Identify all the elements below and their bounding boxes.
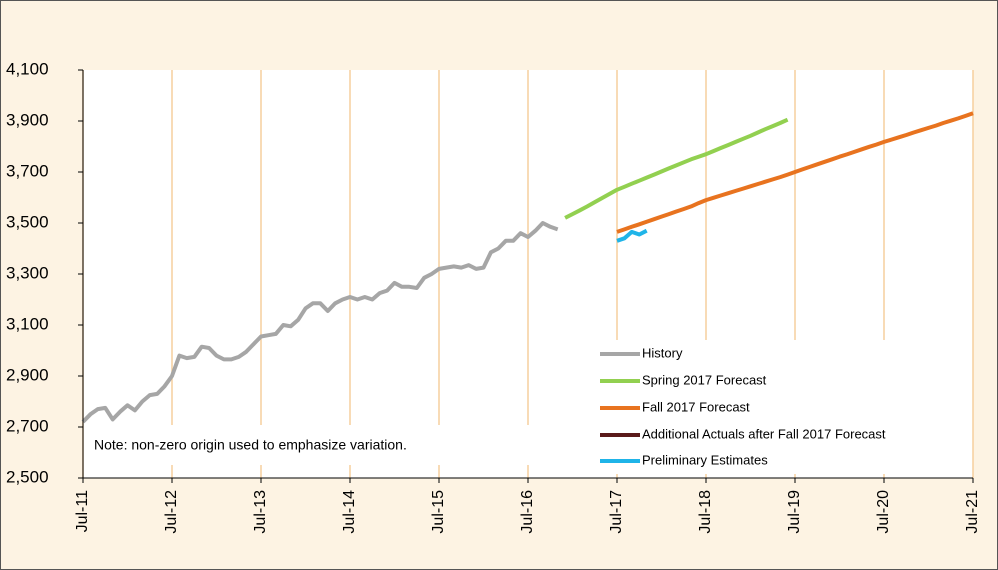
series-line: [564, 117, 789, 220]
series-line: [616, 228, 648, 243]
x-tick-label: Jul-18: [697, 490, 714, 534]
legend-label: Fall 2017 Forecast: [642, 399, 750, 414]
x-tick-label: Jul-20: [875, 490, 892, 534]
note-box: [88, 425, 545, 465]
x-tick-label: Jul-16: [519, 490, 536, 534]
note: Note: non-zero origin used to emphasize …: [94, 437, 407, 453]
y-tick-label: 3,700: [6, 161, 49, 180]
x-tick-label: Jul-15: [430, 490, 447, 534]
x-tick-label: Jul-21: [964, 490, 981, 534]
series-line: [81, 221, 559, 424]
legend-label: Preliminary Estimates: [642, 452, 768, 467]
x-tick-label: Jul-17: [608, 490, 625, 534]
series-line: [616, 111, 974, 234]
x-tick-label: Jul-12: [163, 490, 180, 534]
legend-label: Spring 2017 Forecast: [642, 372, 767, 387]
legend-label: History: [642, 345, 683, 360]
y-tick-label: 2,900: [6, 365, 49, 384]
x-tick-label: Jul-13: [252, 490, 269, 534]
x-tick-label: Jul-14: [341, 490, 358, 534]
y-tick-label: 3,900: [6, 110, 49, 129]
y-tick-label: 2,700: [6, 416, 49, 435]
x-tick-label: Jul-19: [786, 490, 803, 534]
y-tick-label: 3,100: [6, 314, 49, 333]
y-tick-label: 3,500: [6, 212, 49, 231]
y-tick-label: 4,100: [6, 59, 49, 78]
x-tick-label: Jul-11: [74, 490, 91, 532]
y-tick-label: 3,300: [6, 263, 49, 282]
legend-label: Additional Actuals after Fall 2017 Forec…: [642, 426, 886, 441]
y-tick-label: 2,500: [6, 467, 49, 486]
